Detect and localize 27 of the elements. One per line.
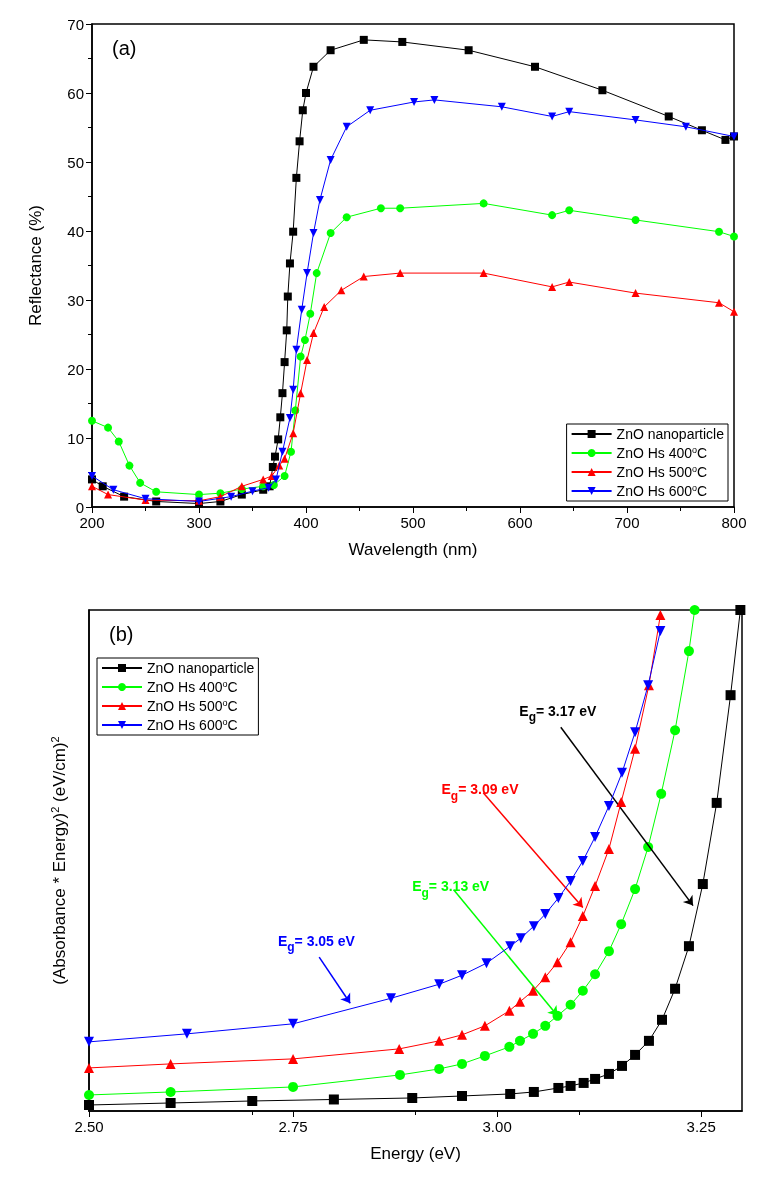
- annotation: (a): [112, 37, 137, 59]
- y-tick-label: 30: [67, 291, 84, 309]
- y-tick-label: 50: [67, 153, 84, 171]
- annotation: (b): [109, 623, 134, 645]
- y-tick-label: 10: [67, 429, 84, 447]
- y-tick-label: 60: [67, 84, 84, 102]
- x-tick-label: 3.25: [686, 1118, 716, 1135]
- x-tick-label: 2.50: [74, 1118, 104, 1135]
- x-tick-label: 300: [186, 514, 212, 531]
- x-tick-label: 500: [400, 514, 426, 531]
- x-axis-title: Energy (eV): [370, 1144, 461, 1163]
- y-tick-label: 40: [67, 222, 84, 240]
- x-tick-label: 600: [507, 514, 533, 531]
- y-tick-label: 0: [75, 498, 84, 516]
- legend-label: ZnO nanoparticle: [147, 660, 255, 676]
- y-axis-title: Reflectance (%): [26, 205, 45, 326]
- y-tick-label: 20: [67, 360, 84, 378]
- x-axis-title: Wavelength (nm): [348, 540, 478, 559]
- x-tick-label: 3.00: [482, 1118, 512, 1135]
- legend-label: ZnO nanoparticle: [616, 426, 725, 442]
- x-tick-label: 700: [614, 514, 640, 531]
- y-axis-title: (Absorbance * Energy)2 (eV/cm)2: [48, 736, 69, 985]
- x-tick-label: 800: [721, 514, 747, 531]
- x-tick-label: 2.75: [278, 1118, 308, 1135]
- x-tick-label: 200: [79, 514, 105, 531]
- y-tick-label: 70: [67, 15, 84, 33]
- x-tick-label: 400: [293, 514, 319, 531]
